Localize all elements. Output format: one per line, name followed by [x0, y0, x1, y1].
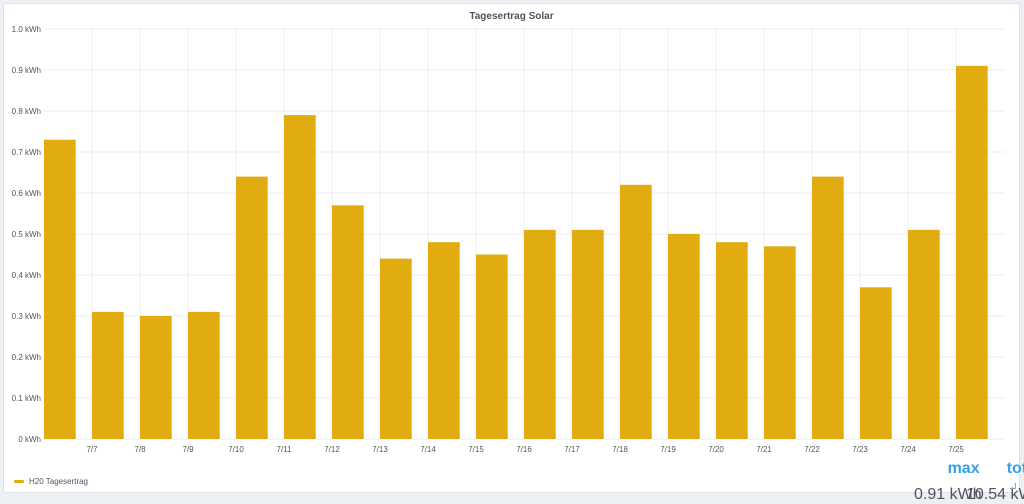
- y-tick-label: 0.4 kWh: [12, 271, 41, 280]
- x-tick-label: 7/21: [756, 445, 772, 454]
- x-tick-label: 7/17: [564, 445, 580, 454]
- panel-title[interactable]: Tagesertrag Solar: [469, 11, 554, 22]
- bar-7-25[interactable]: [956, 65, 988, 440]
- x-tick-label: 7/15: [468, 445, 484, 454]
- x-tick-label: 7/9: [182, 445, 194, 454]
- y-tick-label: 0.6 kWh: [12, 189, 41, 198]
- legend[interactable]: H20 Tagesertrag: [14, 477, 88, 486]
- bar-7-7[interactable]: [92, 311, 124, 439]
- x-tick-label: 7/22: [804, 445, 820, 454]
- y-tick-label: 1.0 kWh: [12, 25, 41, 34]
- y-tick-label: 0.7 kWh: [12, 148, 41, 157]
- bar-7-20[interactable]: [716, 242, 748, 439]
- bar-7-10[interactable]: [236, 176, 268, 439]
- bar-chart: 0 kWh 0.1 kWh 0.2 kWh 0.3 kWh 0.4 kWh 0.5 kWh…: [12, 25, 1004, 454]
- x-tick-label: 7/10: [228, 445, 244, 454]
- x-tick-label: 7/11: [277, 445, 293, 454]
- y-tick-label: 0.2 kWh: [12, 353, 41, 362]
- x-tick-label: 7/19: [660, 445, 676, 454]
- x-tick-label: 7/25: [948, 445, 964, 454]
- bar-7-14[interactable]: [428, 242, 460, 439]
- x-tick-label: 7/7: [86, 445, 98, 454]
- bar-7-13[interactable]: [380, 258, 412, 439]
- x-tick-label: 7/24: [900, 445, 916, 454]
- y-tick-label: 0.9 kWh: [12, 66, 41, 75]
- legend-stat-total: total 10.54 kWh: [966, 460, 1024, 504]
- bar-7-24[interactable]: [908, 229, 940, 439]
- x-tick-label: 7/14: [420, 445, 436, 454]
- resize-handle-icon[interactable]: [1010, 483, 1016, 489]
- y-tick-label: 0 kWh: [18, 435, 41, 444]
- x-tick-label: 7/12: [324, 445, 340, 454]
- x-tick-label: 7/23: [852, 445, 868, 454]
- y-tick-label: 0.5 kWh: [12, 230, 41, 239]
- y-tick-label: 0.8 kWh: [12, 107, 41, 116]
- y-tick-label: 0.3 kWh: [12, 312, 41, 321]
- bar-7-9[interactable]: [188, 311, 220, 439]
- bar-7-8[interactable]: [140, 316, 172, 439]
- x-tick-label: 7/8: [134, 445, 146, 454]
- bar-7-15[interactable]: [476, 254, 508, 440]
- bar-7-6[interactable]: [44, 139, 76, 439]
- stat-total-header[interactable]: total: [1006, 460, 1024, 477]
- legend-series-label[interactable]: H20 Tagesertrag: [29, 477, 88, 486]
- chart-panel: Tagesertrag Solar 0 kWh 0.1 kWh 0.2 kWh 0.3…: [3, 3, 1024, 503]
- bar-7-17[interactable]: [572, 229, 604, 439]
- legend-swatch: [14, 480, 24, 483]
- x-tick-label: 7/20: [708, 445, 724, 454]
- x-tick-label: 7/16: [516, 445, 532, 454]
- bar-7-18[interactable]: [620, 184, 652, 439]
- y-tick-label: 0.1 kWh: [12, 394, 41, 403]
- bars: [44, 65, 988, 440]
- x-axis-ticks: 7/7 7/8 7/9 7/10 7/11 7/12 7/13 7/14 7/15 7/16 7/1…: [86, 445, 964, 454]
- bar-7-12[interactable]: [332, 205, 364, 439]
- bar-7-22[interactable]: [812, 176, 844, 439]
- bar-7-23[interactable]: [860, 287, 892, 439]
- bar-7-21[interactable]: [764, 246, 796, 439]
- bar-7-11[interactable]: [284, 115, 316, 439]
- x-tick-label: 7/13: [372, 445, 388, 454]
- y-axis-ticks: 0 kWh 0.1 kWh 0.2 kWh 0.3 kWh 0.4 kWh 0.5 kWh…: [12, 25, 41, 444]
- bar-7-19[interactable]: [668, 234, 700, 439]
- bar-7-16[interactable]: [524, 229, 556, 439]
- stat-max-header[interactable]: max: [947, 460, 980, 477]
- x-tick-label: 7/18: [612, 445, 628, 454]
